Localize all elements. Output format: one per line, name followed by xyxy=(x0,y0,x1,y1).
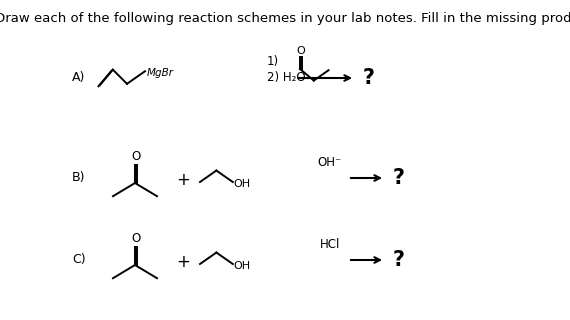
Text: OH: OH xyxy=(234,261,251,271)
Text: +: + xyxy=(176,253,190,271)
Text: B): B) xyxy=(72,172,86,185)
Text: OH: OH xyxy=(234,179,251,189)
Text: +: + xyxy=(176,171,190,189)
Text: O: O xyxy=(131,232,141,245)
Text: O: O xyxy=(296,46,306,56)
Text: A): A) xyxy=(72,71,86,84)
Text: OH⁻: OH⁻ xyxy=(318,156,342,170)
Text: HCl: HCl xyxy=(320,238,340,252)
Text: C): C) xyxy=(72,253,86,267)
Text: ?: ? xyxy=(393,250,405,270)
Text: 1): 1) xyxy=(267,55,279,68)
Text: 2) H₂O: 2) H₂O xyxy=(267,71,306,84)
Text: ?: ? xyxy=(393,168,405,188)
Text: MgBr: MgBr xyxy=(147,68,174,78)
Text: ?: ? xyxy=(363,68,375,88)
Text: 1.  Draw each of the following reaction schemes in your lab notes. Fill in the m: 1. Draw each of the following reaction s… xyxy=(0,12,570,25)
Text: O: O xyxy=(131,150,141,163)
